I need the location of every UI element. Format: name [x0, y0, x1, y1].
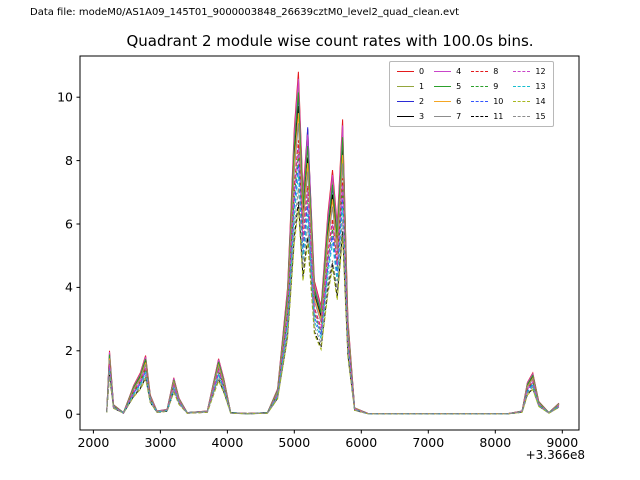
series-line-15: [106, 188, 560, 415]
legend-item-11: 11: [471, 111, 503, 122]
x-tick-label: 8000: [479, 435, 511, 450]
legend-item-6: 6: [434, 96, 461, 107]
legend-label: 6: [456, 96, 462, 106]
legend-line-sample: [434, 116, 452, 117]
legend-label: 10: [493, 96, 504, 106]
legend-line-sample: [471, 101, 489, 102]
legend-item-3: 3: [397, 111, 424, 122]
y-tick-label: 6: [65, 216, 73, 231]
legend-column: 4 5 6 7: [434, 66, 461, 122]
series-line-5: [106, 92, 560, 415]
legend-line-sample: [397, 86, 414, 87]
legend-item-7: 7: [434, 111, 461, 122]
x-tick-label: 7000: [412, 435, 444, 450]
series-line-6: [106, 113, 560, 415]
legend-item-9: 9: [471, 81, 503, 92]
x-tick-label: 6000: [345, 435, 377, 450]
legend-item-5: 5: [434, 81, 461, 92]
legend-item-14: 14: [513, 96, 546, 107]
series-line-3: [106, 106, 560, 415]
legend-item-4: 4: [434, 66, 461, 77]
legend-item-15: 15: [513, 111, 546, 122]
data-file-label: Data file: modeM0/AS1A09_145T01_90000038…: [30, 7, 460, 18]
series-line-2: [106, 95, 560, 415]
legend-line-sample: [397, 101, 414, 102]
legend-item-10: 10: [471, 96, 503, 107]
legend-line-sample: [513, 86, 531, 87]
legend-label: 9: [493, 81, 499, 91]
legend-column: 8 9 10 11: [471, 66, 503, 122]
legend-line-sample: [434, 101, 452, 102]
legend-label: 0: [419, 66, 425, 76]
axes-box: [79, 55, 580, 431]
legend-line-sample: [513, 71, 531, 72]
legend-label: 2: [419, 96, 425, 106]
legend-label: 1: [419, 81, 425, 91]
x-tick-label: 2000: [77, 435, 109, 450]
legend-item-0: 0: [397, 66, 424, 77]
x-tick-label: 3000: [144, 435, 176, 450]
legend-line-sample: [397, 71, 414, 72]
legend-label: 12: [535, 66, 546, 76]
legend-column: 0 1 2 3: [397, 66, 424, 122]
legend-label: 8: [493, 66, 499, 76]
legend-line-sample: [434, 86, 452, 87]
legend-label: 11: [493, 111, 504, 121]
legend-label: 4: [456, 66, 462, 76]
legend-line-sample: [513, 116, 531, 117]
chart-title: Quadrant 2 module wise count rates with …: [126, 32, 534, 50]
legend-item-13: 13: [513, 81, 546, 92]
legend-item-12: 12: [513, 66, 546, 77]
y-tick-label: 0: [65, 407, 73, 422]
legend-line-sample: [397, 116, 414, 117]
y-tick-label: 10: [57, 90, 73, 105]
x-tick-label: 4000: [211, 435, 243, 450]
legend-label: 15: [535, 111, 546, 121]
legend-label: 5: [456, 81, 462, 91]
y-tick-label: 4: [65, 280, 73, 295]
x-tick-label: 9000: [546, 435, 578, 450]
legend-line-sample: [471, 116, 489, 117]
legend-label: 13: [535, 81, 546, 91]
legend: 0 1 2 3 4 5 6 7 8 9 10 11 12 13 14 15: [389, 61, 554, 127]
y-tick-label: 8: [65, 153, 73, 168]
legend-item-8: 8: [471, 66, 503, 77]
x-axis-offset-label: +3.366e8: [525, 448, 585, 462]
legend-line-sample: [471, 86, 489, 87]
legend-label: 7: [456, 111, 462, 121]
legend-label: 14: [535, 96, 546, 106]
y-tick-label: 2: [65, 343, 73, 358]
x-tick-label: 5000: [278, 435, 310, 450]
legend-line-sample: [513, 101, 531, 102]
legend-column: 12 13 14 15: [513, 66, 546, 122]
legend-line-sample: [471, 71, 489, 72]
legend-item-1: 1: [397, 81, 424, 92]
legend-line-sample: [434, 71, 452, 72]
legend-item-2: 2: [397, 96, 424, 107]
legend-label: 3: [419, 111, 425, 121]
